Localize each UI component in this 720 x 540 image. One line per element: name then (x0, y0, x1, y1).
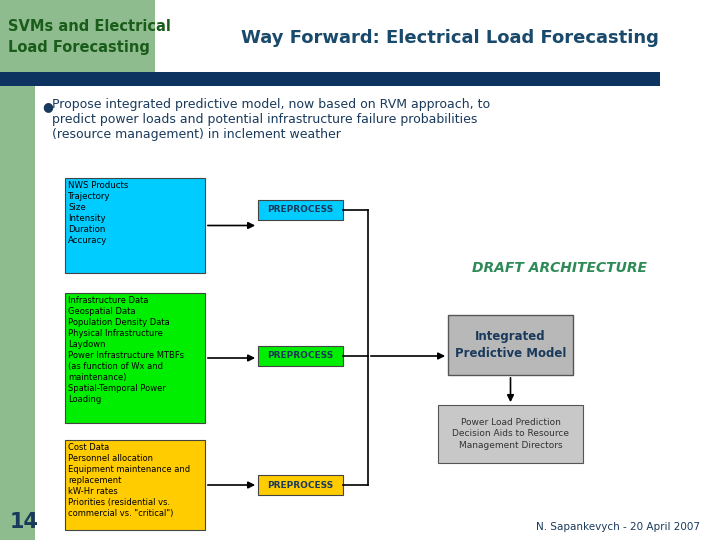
Bar (65, 293, 205, 423)
Bar (258, 200, 343, 220)
Text: Propose integrated predictive model, now based on RVM approach, to: Propose integrated predictive model, now… (52, 98, 490, 111)
Bar (65, 440, 205, 530)
Text: DRAFT ARCHITECTURE: DRAFT ARCHITECTURE (472, 261, 647, 275)
Bar (448, 315, 573, 375)
Text: ●: ● (42, 100, 53, 113)
Text: Integrated
Predictive Model: Integrated Predictive Model (455, 330, 566, 360)
Text: PREPROCESS: PREPROCESS (267, 481, 333, 489)
Text: PREPROCESS: PREPROCESS (267, 206, 333, 214)
Bar (0, 72, 660, 86)
Text: PREPROCESS: PREPROCESS (267, 352, 333, 361)
Text: N. Sapankevych - 20 April 2007: N. Sapankevych - 20 April 2007 (536, 522, 700, 532)
Text: Power Load Prediction
Decision Aids to Resource
Management Directors: Power Load Prediction Decision Aids to R… (452, 418, 569, 450)
Text: Way Forward: Electrical Load Forecasting: Way Forward: Electrical Load Forecasting (241, 29, 659, 47)
Text: predict power loads and potential infrastructure failure probabilities: predict power loads and potential infras… (52, 113, 477, 126)
Bar (438, 405, 583, 463)
Text: Infrastructure Data
Geospatial Data
Population Density Data
Physical Infrastruct: Infrastructure Data Geospatial Data Popu… (68, 296, 184, 403)
Bar (258, 475, 343, 495)
Bar (258, 346, 343, 366)
Text: (resource management) in inclement weather: (resource management) in inclement weath… (52, 128, 341, 141)
Bar (0, 0, 155, 75)
Text: Cost Data
Personnel allocation
Equipment maintenance and
replacement
kW-Hr rates: Cost Data Personnel allocation Equipment… (68, 443, 190, 518)
Text: SVMs and Electrical
Load Forecasting: SVMs and Electrical Load Forecasting (8, 19, 171, 55)
Text: NWS Products
Trajectory
Size
Intensity
Duration
Accuracy: NWS Products Trajectory Size Intensity D… (68, 181, 128, 245)
Bar (65, 178, 205, 273)
Text: 14: 14 (10, 512, 39, 532)
Bar (0, 86, 35, 540)
